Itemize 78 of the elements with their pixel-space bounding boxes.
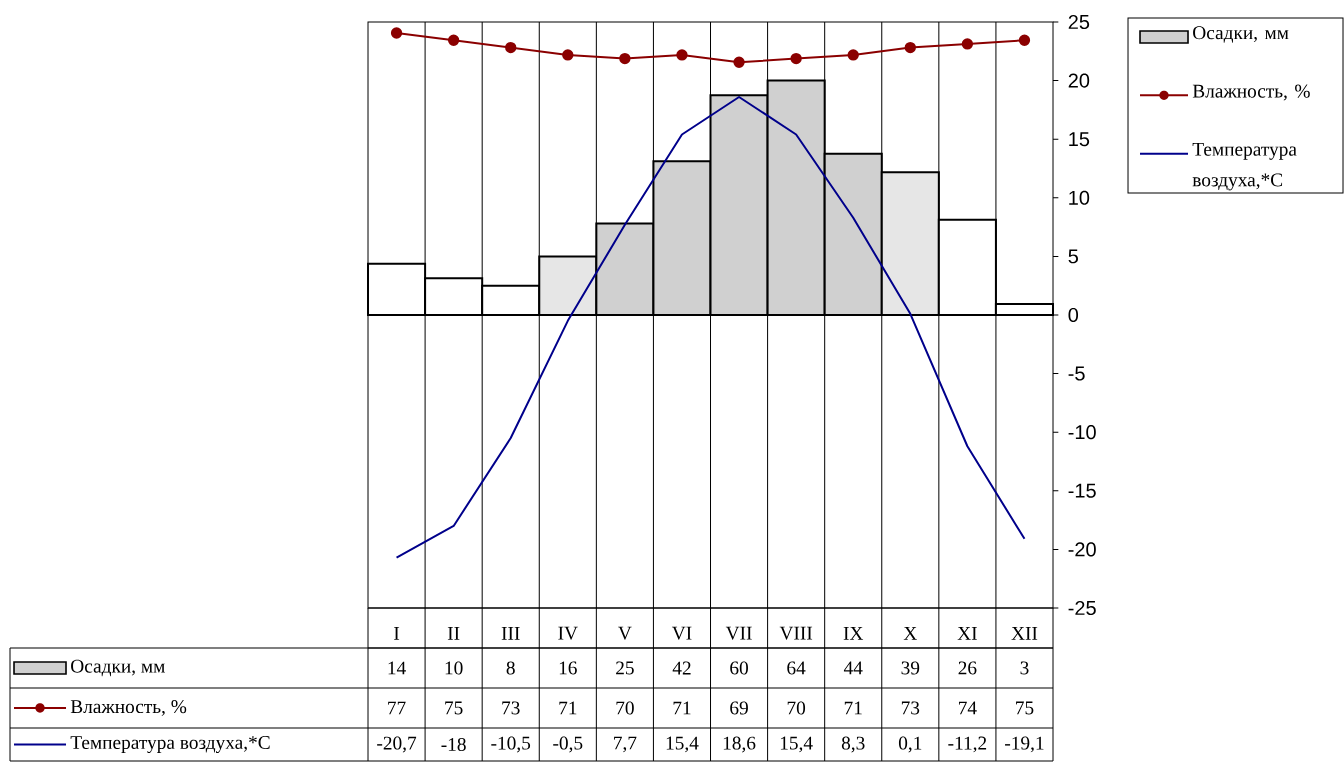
data-label: 71	[844, 701, 862, 715]
point	[904, 41, 916, 54]
text: Влажность, %	[70, 700, 187, 716]
y-tick-label: 5	[1068, 249, 1079, 264]
y-tick-label: 0	[1068, 307, 1079, 323]
data-label: 77	[388, 701, 406, 715]
legend-label: Температура воздуха,*С	[1192, 142, 1297, 191]
data-label: 74	[958, 701, 977, 715]
point	[847, 49, 859, 61]
point	[733, 56, 745, 68]
data-label: 70	[616, 701, 634, 715]
data-label: -11,2	[948, 736, 987, 753]
data-label: 71	[673, 701, 691, 715]
data-label: 75	[1016, 701, 1034, 715]
y-tick-label: 15	[1069, 132, 1090, 147]
data-label: 70	[787, 701, 806, 715]
data-label: -0,5	[553, 736, 583, 753]
data-label: 3	[1020, 661, 1029, 675]
x-tick-label: I	[394, 626, 400, 640]
y-tick-label: -15	[1068, 483, 1096, 498]
point	[1018, 34, 1031, 46]
y-tick-label: 20	[1068, 73, 1090, 88]
y-tick-label: -20	[1068, 542, 1096, 557]
data-label: -18	[441, 737, 466, 752]
data-label: 10	[445, 661, 463, 675]
data-label: -19,1	[1005, 736, 1044, 753]
data-label: 39	[901, 661, 920, 675]
data-label: 0,1	[898, 736, 922, 753]
data-label: 8,3	[841, 736, 865, 753]
data-label: 26	[958, 661, 977, 675]
data-label: 25	[616, 661, 634, 675]
x-tick-label: VII	[725, 626, 752, 640]
data-label: 44	[843, 661, 863, 675]
data-label: 18,6	[723, 736, 756, 753]
data-label: 73	[502, 701, 520, 715]
data-label: 42	[672, 661, 691, 675]
legend-label: Влажность, %	[1192, 84, 1310, 101]
data-label: 15,4	[666, 736, 699, 753]
x-tick-label: IX	[843, 626, 864, 640]
text: Температура воздуха,*С	[70, 736, 270, 753]
point	[390, 27, 403, 39]
x-tick-label: X	[903, 626, 917, 640]
data-label: -20,7	[377, 736, 417, 753]
text: Осадки, мм	[71, 659, 165, 677]
x-tick-label: VIII	[779, 626, 813, 640]
y-tick-label: -10	[1068, 425, 1096, 440]
data-label: 73	[901, 701, 920, 715]
y-tick-label: -5	[1068, 366, 1085, 381]
data-label: 71	[559, 701, 577, 715]
point	[447, 34, 460, 46]
data-label: 75	[445, 701, 463, 715]
x-tick-label: XII	[1011, 626, 1038, 640]
point	[505, 41, 517, 54]
data-label: 14	[388, 661, 406, 675]
x-tick-label: V	[618, 626, 632, 640]
point	[619, 52, 631, 65]
data-label: 69	[730, 701, 748, 715]
x-tick-label: IV	[558, 626, 578, 640]
data-label: 64	[787, 661, 806, 675]
x-tick-label: VI	[671, 626, 692, 640]
data-label: 15,4	[780, 736, 813, 753]
data-label: 16	[559, 661, 577, 675]
point	[961, 38, 974, 50]
y-tick-label: 25	[1068, 14, 1090, 30]
legend-label: Осадки, мм	[1193, 26, 1289, 43]
line-series	[395, 95, 1026, 559]
data-label: 8	[506, 661, 515, 675]
point	[790, 52, 802, 65]
x-tick-label: II	[447, 626, 460, 640]
point	[562, 49, 574, 61]
point	[676, 49, 688, 61]
x-tick-label: III	[501, 626, 520, 640]
data-label: 7,7	[614, 736, 637, 753]
data-label: -10,5	[491, 736, 531, 753]
y-tick-label: 10	[1069, 190, 1090, 205]
x-tick-label: XI	[957, 626, 977, 640]
data-label: 60	[730, 661, 748, 675]
y-tick-label: -25	[1068, 600, 1096, 616]
